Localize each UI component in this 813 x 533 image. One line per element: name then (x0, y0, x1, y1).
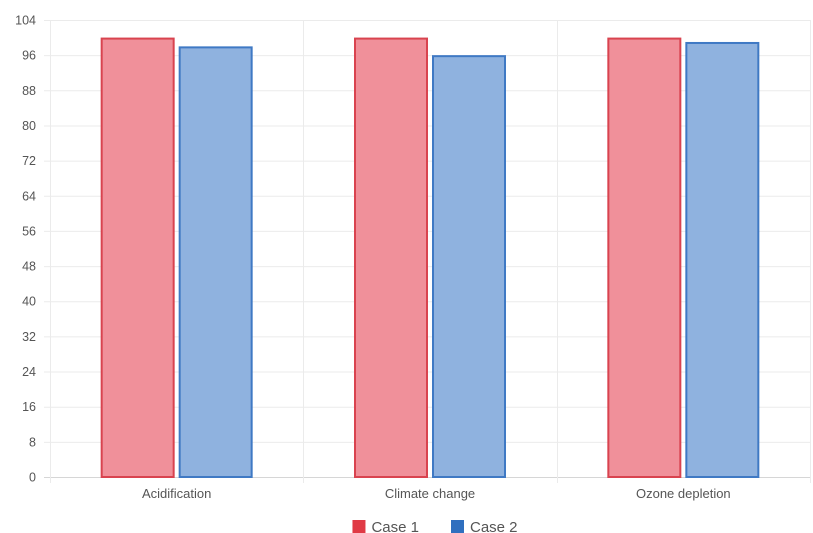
y-tick-label-0: 0 (29, 471, 36, 485)
bar-ozone-depletion-case-1 (607, 37, 682, 478)
y-tick-label-48: 48 (22, 260, 36, 274)
bars (100, 37, 760, 479)
y-tick-label-96: 96 (22, 49, 36, 63)
legend-label-case-2: Case 2 (470, 519, 518, 533)
y-tick-label-72: 72 (22, 154, 36, 168)
legend-swatch-case-1 (352, 520, 366, 533)
y-tick-label-80: 80 (22, 119, 36, 133)
y-tick-label-104: 104 (15, 14, 36, 28)
legend-label-case-1: Case 1 (371, 519, 419, 533)
y-tick-label-88: 88 (22, 84, 36, 98)
bar-climate-change-case-2 (432, 55, 506, 479)
y-tick-label-40: 40 (22, 295, 36, 309)
x-axis-labels: Acidification Climate change Ozone depleti… (142, 486, 731, 501)
legend-swatch-case-2 (451, 520, 464, 533)
bar-ozone-depletion-case-2 (685, 41, 760, 478)
x-tick-label-2: Ozone depletion (636, 486, 731, 501)
bar-acidification-case-2 (178, 46, 253, 478)
x-tick-label-0: Acidification (142, 486, 211, 501)
y-tick-label-64: 64 (22, 189, 36, 203)
y-tick-label-8: 8 (29, 435, 36, 449)
bar-climate-change-case-1 (354, 37, 428, 478)
y-axis-ticks: 0 8 16 24 32 40 48 56 64 72 80 88 96 104 (15, 14, 36, 485)
y-tick-label-56: 56 (22, 224, 36, 238)
bar-acidification-case-1 (100, 37, 175, 478)
legend: Case 1 Case 2 (352, 519, 518, 533)
x-tick-label-1: Climate change (385, 486, 475, 501)
y-tick-label-32: 32 (22, 330, 36, 344)
y-tick-label-24: 24 (22, 365, 36, 379)
y-tick-label-16: 16 (22, 400, 36, 414)
